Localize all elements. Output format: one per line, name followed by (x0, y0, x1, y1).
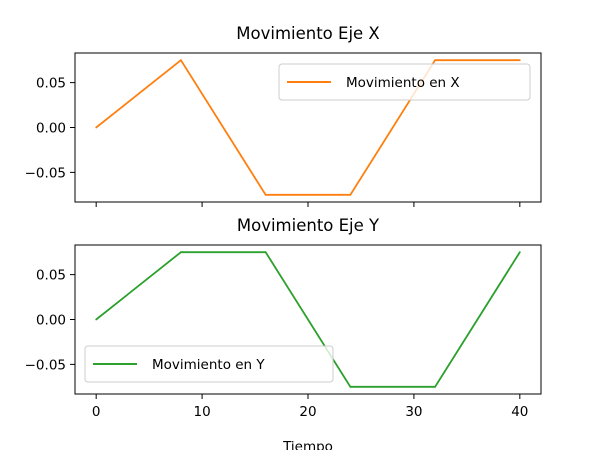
subplot-y-x-tick-label: 10 (193, 404, 210, 420)
subplot-x-data-point (264, 193, 267, 196)
subplot-x-content (95, 59, 521, 196)
subplot-y-data-point (349, 385, 352, 388)
subplot-x-data-point (349, 193, 352, 196)
subplot-y-legend-label: Movimiento en Y (152, 357, 265, 373)
subplot-x-y-tick-label: 0.05 (36, 76, 66, 92)
subplot-x-data-point (518, 59, 521, 62)
subplot-y-data-point (518, 251, 521, 254)
subplot-y-data-point (264, 251, 267, 254)
subplot-x-series-line (95, 59, 520, 196)
subplot-y-data-point (95, 318, 98, 321)
subplot-y-x-tick-label: 0 (92, 404, 101, 420)
subplot-y-y-tick-label: −0.05 (25, 357, 66, 373)
subplot-x-y-tick-label: −0.05 (25, 165, 66, 181)
subplot-y-y-tick-label: 0.05 (36, 268, 66, 284)
subplot-x-data-point (434, 59, 436, 62)
subplot-y-legend-box (84, 345, 334, 383)
subplot-x: Movimiento Eje X 0.05 0.00 −0.05 Movimient… (25, 24, 542, 207)
subplot-y-data-point (434, 385, 436, 388)
subplot-x-y-tick-label: 0.00 (36, 121, 66, 137)
subplot-y-series-line (95, 251, 521, 388)
subplot-y-legend: Movimiento en Y (84, 345, 334, 383)
subplot-y-x-tick-label: 40 (511, 404, 528, 420)
subplot-y-data-point (180, 251, 182, 254)
subplot-y-xlabel: Tiempo (282, 439, 333, 450)
subplot-y: Movimiento Eje Y 0 10 20 30 400.050.00−0.05 … (25, 216, 542, 450)
subplot-x-legend-box (278, 63, 531, 101)
subplot-y-content (95, 251, 521, 388)
subplot-x-legend: Movimiento en X (278, 63, 531, 101)
subplot-x-legend-label: Movimiento en X (346, 75, 460, 91)
subplot-y-x-tick-label: 20 (299, 404, 316, 420)
subplot-x-title: Movimiento Eje X (236, 24, 379, 43)
subplot-y-ticks: 0 10 20 30 40 0.05 0.00 −0.05 (25, 268, 529, 420)
subplot-x-data-point (180, 59, 182, 62)
subplot-y-y-tick-label: 0.00 (36, 313, 66, 329)
subplot-x-ticks: 0.05 0.00 −0.05 (25, 76, 521, 207)
subplot-x-data-point (95, 126, 98, 129)
subplot-y-x-tick-label: 30 (405, 404, 422, 420)
subplot-y-title: Movimiento Eje Y (237, 216, 380, 235)
